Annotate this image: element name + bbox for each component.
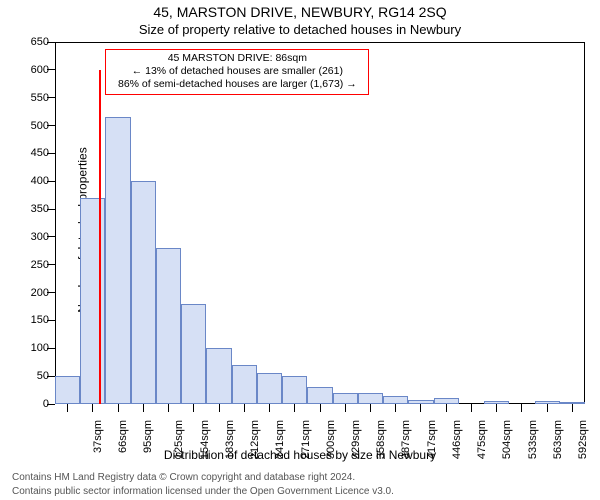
histogram-bar (383, 396, 408, 404)
footer-line-2: Contains public sector information licen… (12, 485, 600, 499)
histogram-bar (333, 393, 358, 404)
histogram-bar (181, 304, 206, 404)
y-tick-label: 550 (31, 92, 49, 104)
x-tick (118, 404, 119, 412)
info-line-larger: 86% of semi-detached houses are larger (… (110, 78, 364, 91)
x-tick (269, 404, 270, 412)
y-tick-label: 350 (31, 203, 49, 215)
histogram-bar (55, 376, 80, 404)
y-tick-label: 600 (31, 64, 49, 76)
x-tick (345, 404, 346, 412)
y-tick-label: 650 (31, 36, 49, 48)
x-tick (168, 404, 169, 412)
y-tick-label: 50 (37, 370, 49, 382)
x-tick (395, 404, 396, 412)
x-tick (244, 404, 245, 412)
histogram-bar (358, 393, 383, 404)
y-tick-label: 250 (31, 259, 49, 271)
footer-line-1: Contains HM Land Registry data © Crown c… (12, 471, 600, 485)
histogram-bar (307, 387, 332, 404)
x-tick (320, 404, 321, 412)
y-tick-label: 200 (31, 287, 49, 299)
y-tick-label: 150 (31, 314, 49, 326)
y-tick-label: 100 (31, 342, 49, 354)
chart-title: 45, MARSTON DRIVE, NEWBURY, RG14 2SQ (0, 4, 600, 20)
x-tick (521, 404, 522, 412)
x-tick (143, 404, 144, 412)
property-marker-line (99, 70, 101, 404)
x-tick (193, 404, 194, 412)
histogram-bar (232, 365, 257, 404)
property-info-box: 45 MARSTON DRIVE: 86sqm← 13% of detached… (105, 49, 369, 94)
histogram-bar (156, 248, 181, 404)
footer-attribution: Contains HM Land Registry data © Crown c… (0, 471, 600, 498)
y-tick-label: 500 (31, 120, 49, 132)
x-tick (67, 404, 68, 412)
x-tick (572, 404, 573, 412)
x-tick (219, 404, 220, 412)
x-tick (420, 404, 421, 412)
y-tick-label: 450 (31, 147, 49, 159)
histogram-bar (206, 348, 231, 404)
histogram-bar (105, 117, 130, 404)
histogram-bar (282, 376, 307, 404)
y-tick-label: 400 (31, 175, 49, 187)
y-tick-label: 300 (31, 231, 49, 243)
x-tick (547, 404, 548, 412)
x-tick (370, 404, 371, 412)
x-tick (496, 404, 497, 412)
histogram-bar (257, 373, 282, 404)
chart-container: 45, MARSTON DRIVE, NEWBURY, RG14 2SQ Siz… (0, 0, 600, 500)
info-line-smaller: ← 13% of detached houses are smaller (26… (110, 65, 364, 78)
y-tick-label: 0 (43, 398, 49, 410)
chart-subtitle: Size of property relative to detached ho… (0, 22, 600, 37)
x-tick (471, 404, 472, 412)
histogram-bar (131, 181, 156, 404)
histogram-bar (80, 198, 105, 404)
x-tick (294, 404, 295, 412)
info-line-property: 45 MARSTON DRIVE: 86sqm (110, 52, 364, 65)
x-axis-label: Distribution of detached houses by size … (0, 448, 600, 462)
x-tick (446, 404, 447, 412)
x-tick (92, 404, 93, 412)
plot-area: 0501001502002503003504004505005506006503… (55, 42, 585, 404)
